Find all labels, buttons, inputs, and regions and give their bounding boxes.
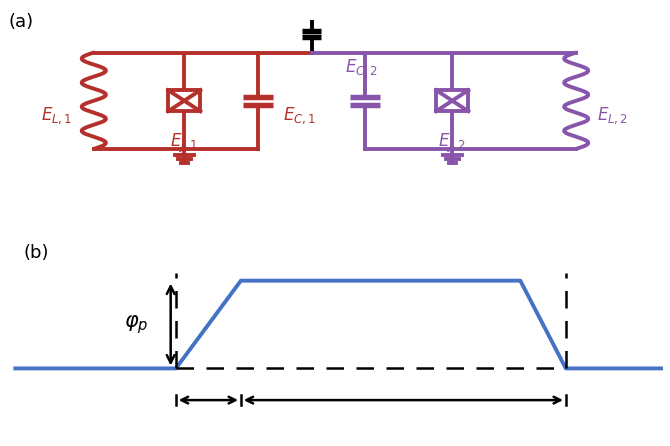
Text: (a): (a) [8,13,34,31]
Text: (b): (b) [23,244,49,262]
Bar [436,90,468,111]
Text: $E_{J,1}$: $E_{J,1}$ [170,132,198,156]
Text: $\varphi_p$: $\varphi_p$ [123,313,148,336]
Text: $E_{J,2}$: $E_{J,2}$ [438,132,466,156]
Text: $E_{C,1}$: $E_{C,1}$ [283,106,316,126]
Bar [168,90,200,111]
Text: $E_{L,2}$: $E_{L,2}$ [598,106,628,126]
Text: $E_{C,2}$: $E_{C,2}$ [345,58,379,78]
Text: $E_{L,1}$: $E_{L,1}$ [42,106,72,126]
